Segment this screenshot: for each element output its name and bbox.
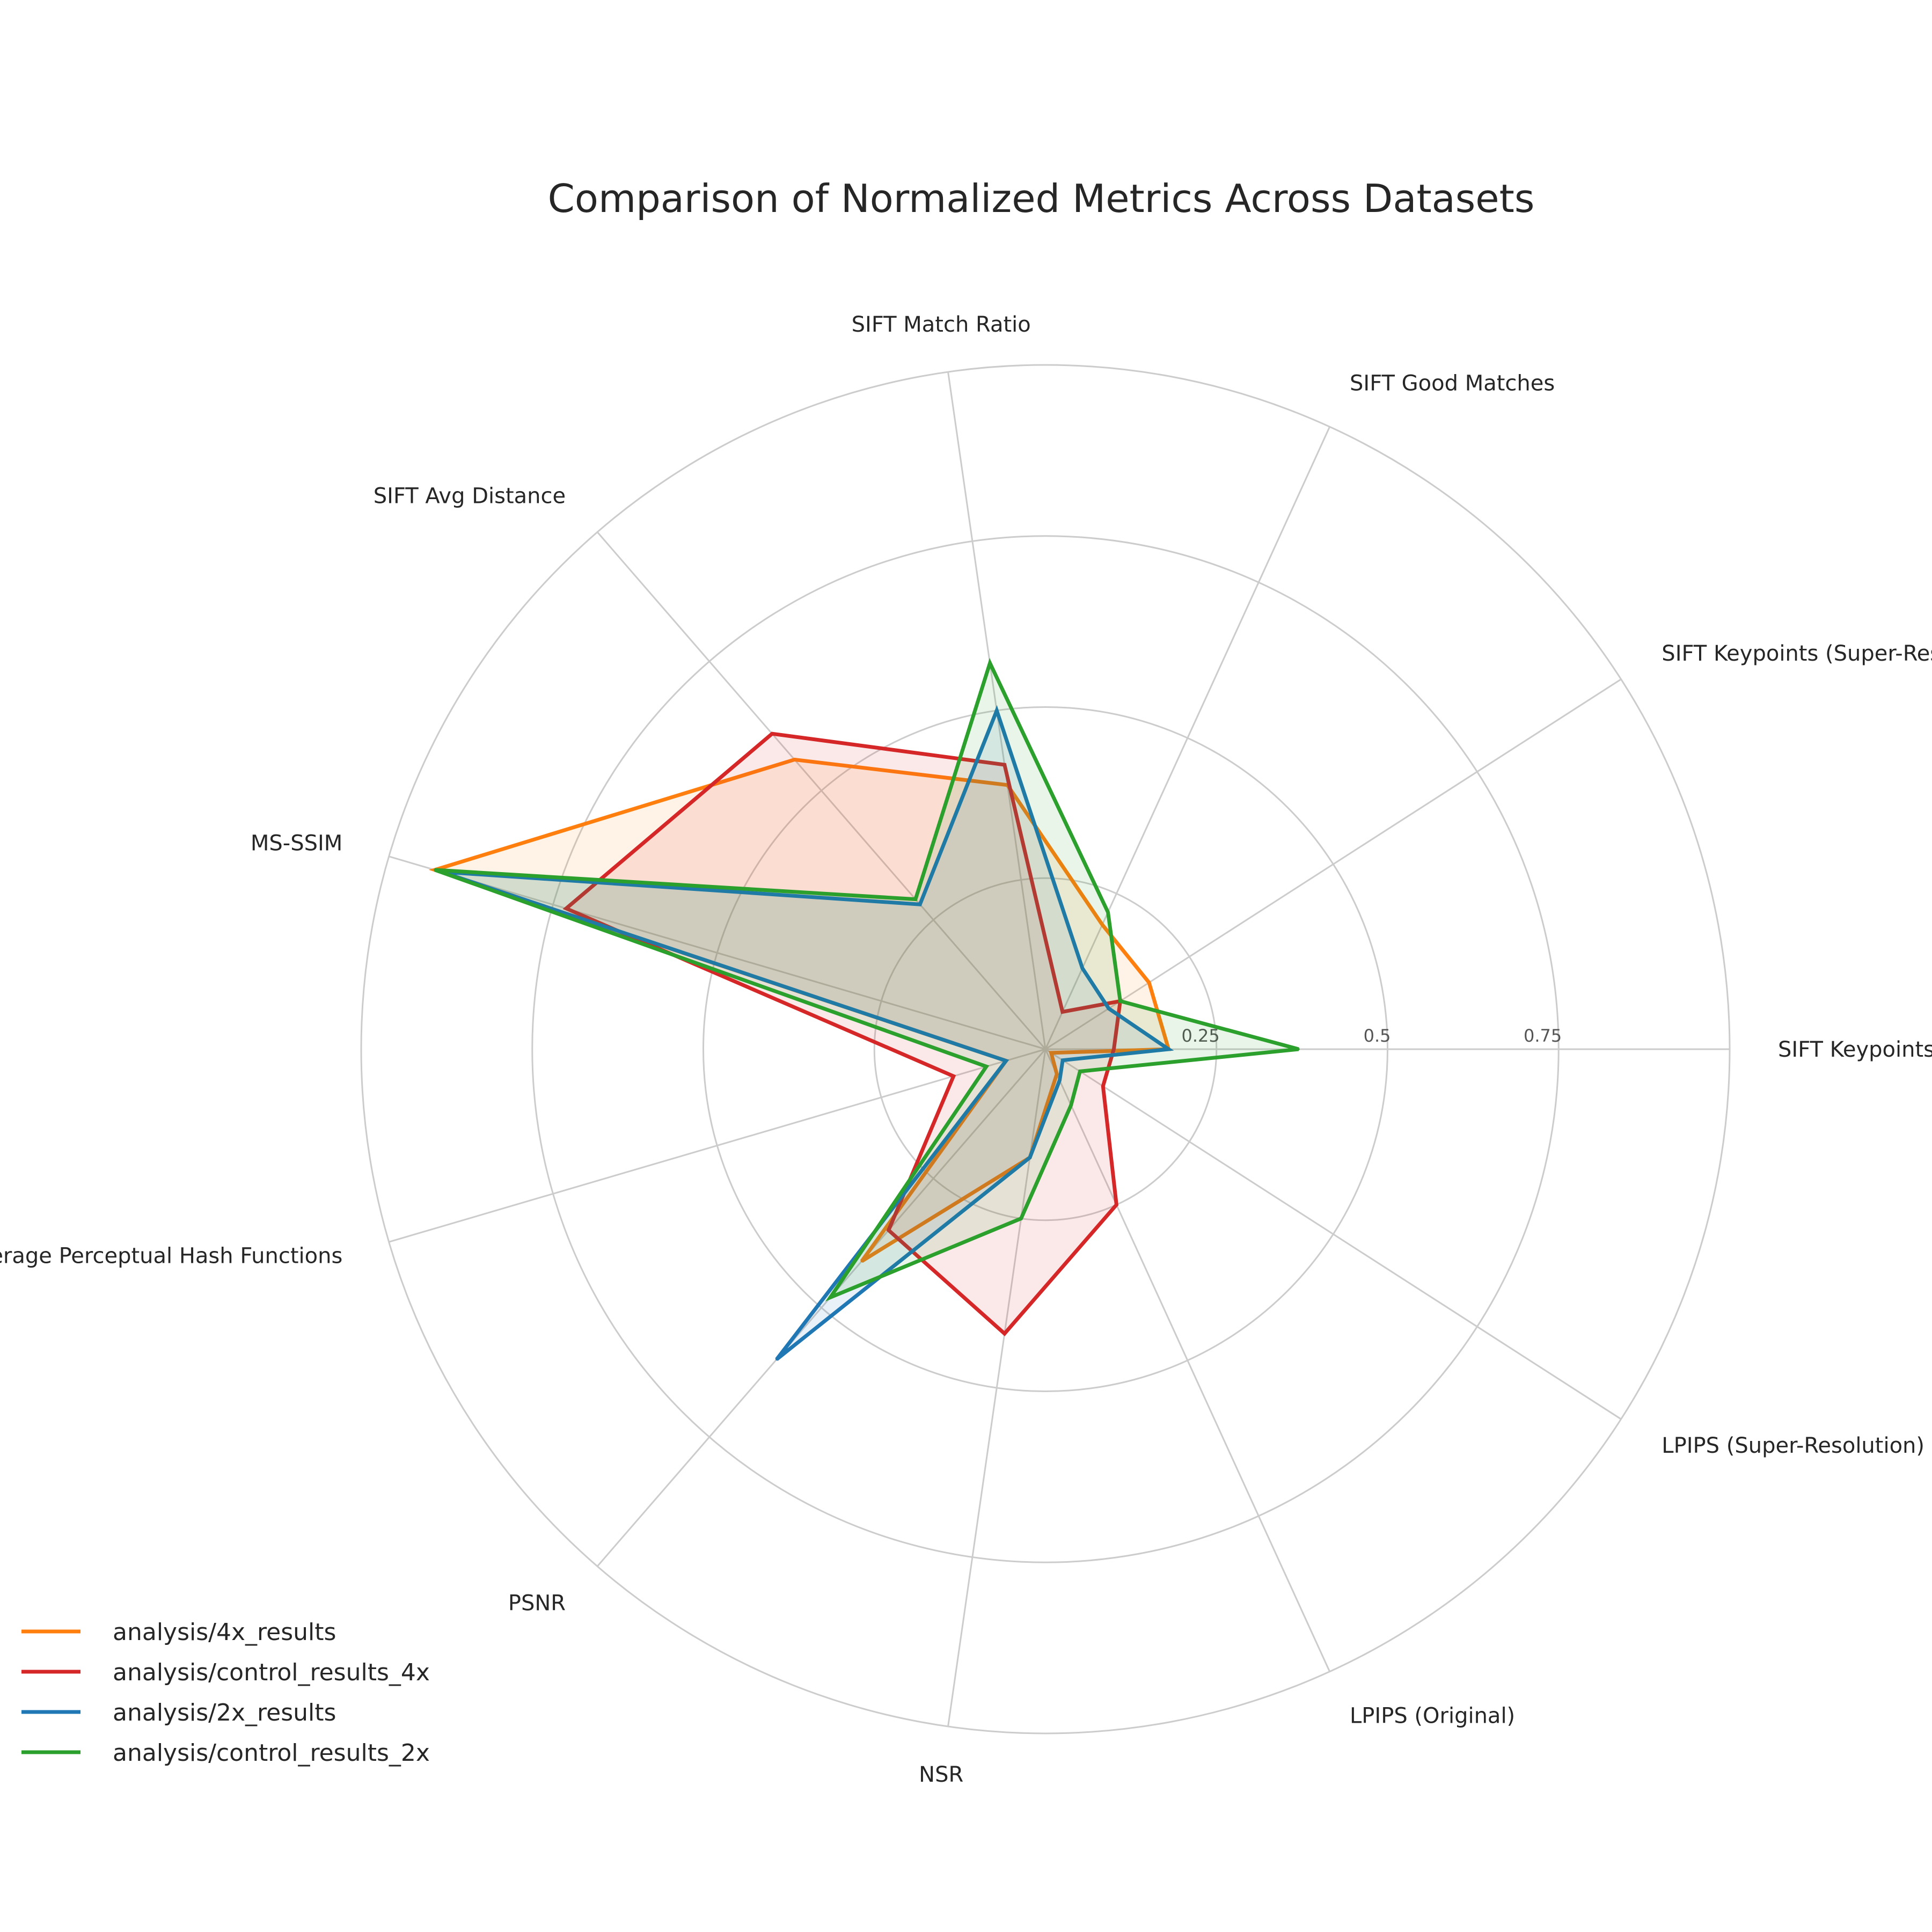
- series-4-point-lpips-original: [1070, 1104, 1072, 1107]
- series-2-point-nsr: [1003, 1333, 1006, 1335]
- series-3-point-psnr: [775, 1358, 778, 1361]
- series-3-point-sift-match-ratio: [996, 709, 998, 712]
- series-line-3: [441, 705, 1174, 1361]
- series-4-point-sift-keypoints-original: [1297, 1048, 1300, 1050]
- axis-label-average-perceptual-hash-functions: Average Perceptual Hash Functions: [0, 1244, 342, 1269]
- series-4-point-nsr: [1020, 1217, 1022, 1220]
- series-4-point-ms-ssim: [434, 868, 436, 871]
- spoke-lpips-super-resolution: [1045, 1048, 1622, 1420]
- series-4-point-lpips-super-resolution: [1079, 1070, 1081, 1073]
- series-3-point-sift-keypoints-super-resolution: [1107, 1007, 1110, 1010]
- chart-title: Comparison of Normalized Metrics Across …: [548, 176, 1535, 221]
- legend-label-4: analysis/control_results_2x: [113, 1739, 430, 1767]
- spoke-sift-keypoints-super-resolution: [1045, 678, 1622, 1050]
- series-4-point-psnr: [829, 1296, 832, 1299]
- series-2-point-ms-ssim: [565, 907, 567, 910]
- axis-label-ms-ssim: MS-SSIM: [251, 831, 342, 855]
- legend-label-1: analysis/4x_results: [113, 1619, 336, 1646]
- spoke-sift-good-matches: [1044, 426, 1331, 1050]
- series-3-point-lpips-super-resolution: [1062, 1059, 1064, 1062]
- legend: analysis/4x_results analysis/control_resu…: [21, 1619, 430, 1767]
- series-1-point-sift-avg-distance: [793, 758, 796, 761]
- series-3-point-average-perceptual-hash-functions: [1005, 1059, 1007, 1062]
- series-fill-2: [566, 734, 1121, 1334]
- series-2-point-psnr: [887, 1229, 890, 1232]
- series-2-point-average-perceptual-hash-functions: [952, 1075, 955, 1078]
- legend-label-2: analysis/control_results_4x: [113, 1659, 430, 1686]
- axis-label-sift-match-ratio: SIFT Match Ratio: [852, 312, 1031, 337]
- series-4-point-sift-keypoints-super-resolution: [1119, 1000, 1122, 1002]
- series-1-point-lpips-super-resolution: [1050, 1051, 1052, 1054]
- spoke-lpips-original: [1044, 1049, 1331, 1672]
- series-1-point-sift-keypoints-super-resolution: [1148, 981, 1151, 984]
- series-3-point-nsr: [1028, 1156, 1031, 1159]
- axis-label-sift-keypoints-original: SIFT Keypoints (Original): [1778, 1037, 1932, 1062]
- legend-label-3: analysis/2x_results: [113, 1699, 336, 1726]
- axis-label-nsr: NSR: [919, 1762, 963, 1787]
- spoke-average-perceptual-hash-functions: [389, 1048, 1046, 1243]
- series-4-point-sift-good-matches: [1107, 911, 1109, 913]
- series-2-point-sift-avg-distance: [771, 733, 773, 735]
- radial-tick-label: 0.75: [1524, 1026, 1562, 1046]
- radar-grid: 0.25 0.5 0.75: [360, 364, 1731, 1735]
- axis-label-psnr: PSNR: [508, 1591, 566, 1616]
- series-line-4: [434, 658, 1299, 1302]
- series-2-point-sift-good-matches: [1061, 1011, 1064, 1013]
- series-2-point-sift-keypoints-original: [1113, 1048, 1115, 1050]
- series-4-point-sift-avg-distance: [914, 898, 917, 901]
- series-3-point-lpips-original: [1058, 1079, 1061, 1081]
- spoke-psnr: [596, 1049, 1046, 1567]
- series-3-point-sift-avg-distance: [919, 903, 921, 906]
- series-1-point-sift-good-matches: [1101, 924, 1103, 926]
- series-1-point-lpips-original: [1056, 1073, 1058, 1075]
- axis-label-lpips-super-resolution: LPIPS (Super-Resolution): [1662, 1433, 1924, 1458]
- spoke-sift-avg-distance: [596, 531, 1046, 1050]
- axis-label-lpips-original: LPIPS (Original): [1350, 1704, 1515, 1729]
- series-fill-4: [435, 663, 1299, 1298]
- series-2-point-lpips-super-resolution: [1102, 1085, 1104, 1087]
- series-3-point-sift-keypoints-original: [1167, 1048, 1170, 1050]
- series-2-point-sift-match-ratio: [1003, 763, 1006, 766]
- series-2-point-lpips-original: [1115, 1203, 1118, 1206]
- spoke-ms-ssim: [389, 855, 1046, 1050]
- axis-labels: SIFT Keypoints (Original) SIFT Keypoints …: [0, 312, 1932, 1787]
- series-3-point-sift-good-matches: [1081, 967, 1084, 970]
- series-4-point-sift-match-ratio: [989, 662, 991, 664]
- series-line-2: [562, 731, 1123, 1336]
- series-1-point-psnr: [860, 1260, 863, 1263]
- series-fill-3: [441, 711, 1169, 1360]
- axis-label-sift-avg-distance: SIFT Avg Distance: [374, 484, 566, 508]
- axis-label-sift-keypoints-super-resolution: SIFT Keypoints (Super-Resolution): [1662, 641, 1932, 666]
- series-4-point-average-perceptual-hash-functions: [985, 1065, 987, 1068]
- radar-series: [428, 658, 1300, 1361]
- axis-label-sift-good-matches: SIFT Good Matches: [1350, 371, 1555, 396]
- spoke-nsr: [947, 1049, 1046, 1727]
- radial-tick-label: 0.25: [1182, 1026, 1220, 1046]
- radial-tick-label: 0.5: [1364, 1026, 1391, 1046]
